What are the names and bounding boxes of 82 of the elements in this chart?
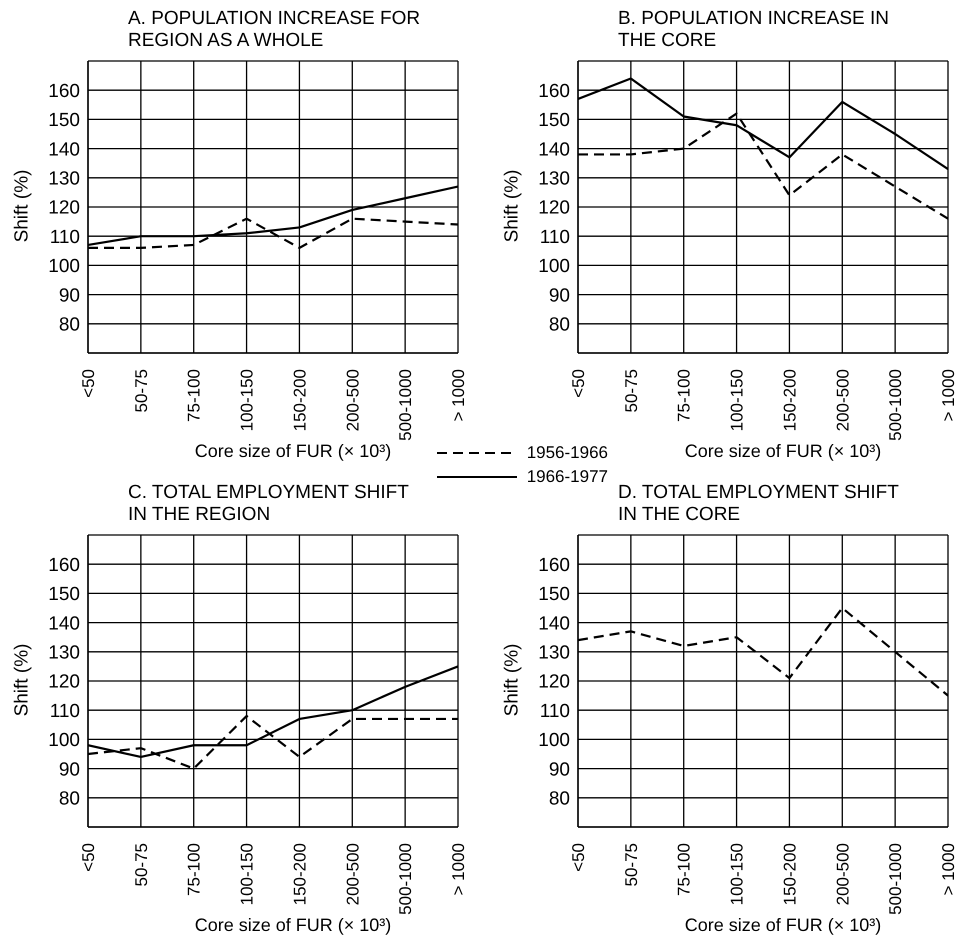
x-tick-label: 500-1000	[886, 369, 906, 441]
x-tick-label: 75-100	[674, 369, 694, 422]
x-tick-label: 500-1000	[886, 843, 906, 915]
x-tick-label: 500-1000	[396, 369, 416, 441]
x-axis-title: Core size of FUR (× 10³)	[194, 441, 392, 462]
y-tick-label: 130	[538, 168, 570, 190]
x-tick-label: 50-75	[132, 843, 151, 886]
x-tick-label: 75-100	[184, 369, 204, 422]
x-tick-label: 200-500	[343, 369, 362, 432]
x-tick-label: 100-150	[728, 369, 747, 432]
y-tick-label: 100	[538, 256, 570, 278]
y-tick-label: 90	[548, 285, 570, 306]
y-tick-label: 160	[48, 554, 80, 576]
x-tick-label: 50-75	[132, 369, 151, 412]
y-tick-label: 140	[538, 139, 570, 160]
y-tick-label: 120	[48, 198, 80, 219]
y-tick-label: 160	[538, 554, 570, 576]
x-tick-label: <50	[569, 369, 588, 398]
y-tick-label: 110	[50, 700, 80, 722]
x-axis-title: Core size of FUR (× 10³)	[684, 915, 882, 936]
y-axis-title: Shift (%)	[501, 170, 523, 242]
x-tick-label: <50	[569, 843, 588, 872]
x-axis-title: Core size of FUR (× 10³)	[684, 441, 882, 462]
legend-label: 1956-1966	[526, 442, 608, 464]
x-tick-label: > 1000	[939, 843, 958, 896]
y-tick-label: 120	[538, 672, 570, 693]
y-tick-label: 110	[540, 700, 570, 722]
y-axis-title: Shift (%)	[11, 644, 33, 716]
y-tick-label: 150	[48, 110, 80, 132]
x-tick-label: > 1000	[939, 369, 958, 422]
x-tick-label: 150-200	[780, 369, 800, 432]
x-axis-title: Core size of FUR (× 10³)	[194, 915, 392, 936]
x-tick-label: 150-200	[290, 369, 310, 432]
y-tick-label: 110	[540, 226, 570, 248]
x-tick-label: <50	[79, 369, 98, 398]
y-tick-label: 160	[48, 80, 80, 102]
chart-title: B. POPULATION INCREASE IN THE CORE	[618, 8, 890, 53]
y-axis-title: Shift (%)	[11, 170, 33, 242]
y-tick-label: 80	[548, 788, 570, 810]
x-tick-label: 200-500	[833, 843, 852, 906]
legend-label: 1966-1977	[526, 466, 608, 488]
y-tick-label: 100	[538, 730, 570, 752]
y-tick-label: 110	[50, 226, 80, 248]
y-tick-label: 160	[538, 80, 570, 102]
x-tick-label: > 1000	[449, 369, 468, 422]
y-tick-label: 80	[58, 788, 80, 810]
x-tick-label: 150-200	[780, 843, 800, 906]
y-tick-label: 150	[48, 584, 80, 606]
y-tick-label: 150	[538, 110, 570, 132]
x-tick-label: <50	[79, 843, 98, 872]
x-tick-label: 100-150	[238, 843, 257, 906]
y-tick-label: 130	[538, 642, 570, 664]
y-tick-label: 140	[538, 613, 570, 634]
chart-title: A. POPULATION INCREASE FOR REGION AS A WHOLE	[128, 8, 422, 53]
x-tick-label: 100-150	[728, 843, 747, 906]
y-tick-label: 90	[58, 759, 80, 780]
x-tick-label: 200-500	[343, 843, 362, 906]
chart-title: C. TOTAL EMPLOYMENT SHIFT IN THE REGION	[128, 482, 410, 527]
x-tick-label: > 1000	[449, 843, 468, 896]
y-tick-label: 90	[58, 285, 80, 306]
y-tick-label: 100	[48, 256, 80, 278]
x-tick-label: 100-150	[238, 369, 257, 432]
x-tick-label: 50-75	[622, 843, 641, 886]
y-axis-title: Shift (%)	[501, 644, 523, 716]
y-tick-label: 80	[58, 314, 80, 336]
y-tick-label: 120	[48, 672, 80, 693]
x-tick-label: 500-1000	[396, 843, 416, 915]
y-tick-label: 120	[538, 198, 570, 219]
x-tick-label: 75-100	[674, 843, 694, 896]
y-tick-label: 130	[48, 168, 80, 190]
y-tick-label: 140	[48, 139, 80, 160]
y-tick-label: 90	[548, 759, 570, 780]
y-tick-label: 80	[548, 314, 570, 336]
y-tick-label: 130	[48, 642, 80, 664]
chart-title: D. TOTAL EMPLOYMENT SHIFT IN THE CORE	[618, 482, 900, 527]
x-tick-label: 50-75	[622, 369, 641, 412]
y-tick-label: 100	[48, 730, 80, 752]
x-tick-label: 150-200	[290, 843, 310, 906]
x-tick-label: 200-500	[833, 369, 852, 432]
y-tick-label: 150	[538, 584, 570, 606]
y-tick-label: 140	[48, 613, 80, 634]
x-tick-label: 75-100	[184, 843, 204, 896]
